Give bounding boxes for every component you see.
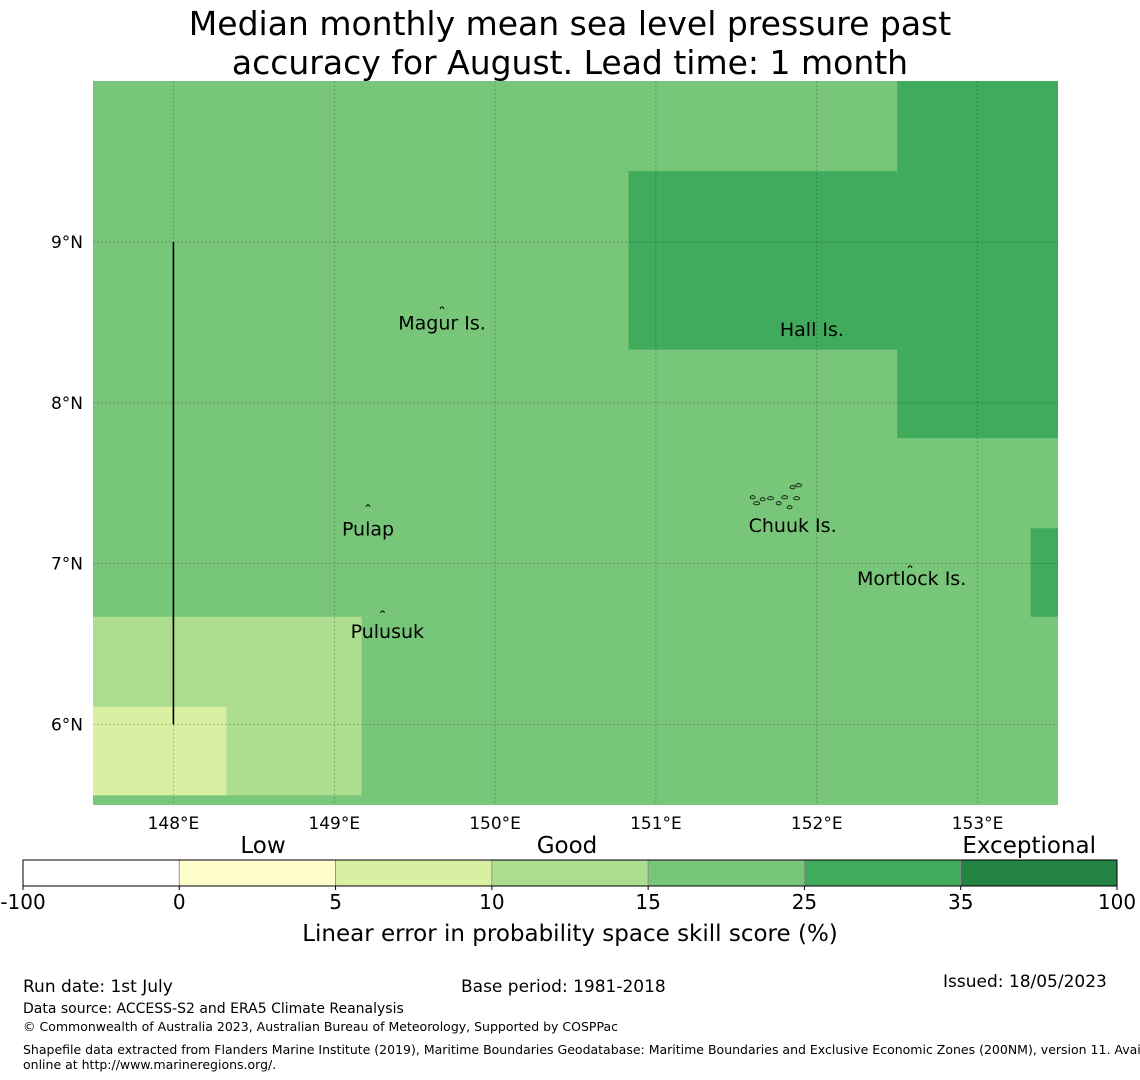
colorbar-segment [647, 859, 805, 887]
colorbar-qualitative-label: Good [537, 833, 598, 859]
island-outline [793, 496, 801, 501]
colorbar-segment [804, 859, 962, 887]
island-outline [767, 496, 775, 501]
shapefile-credit-line-2: online at http://www.marineregions.org/. [23, 1057, 277, 1072]
colorbar: -100 0 5 10 15 25 35 100 Low Good Exceptional Linea… [0, 833, 1136, 947]
colorbar-tick-label: 100 [1098, 890, 1136, 914]
y-tick-label: 7°N [51, 555, 83, 575]
data-source: Data source: ACCESS-S2 and ERA5 Climate … [23, 1001, 404, 1017]
island-outline [380, 610, 385, 614]
x-tick-label: 152°E [791, 814, 843, 834]
y-tick-label: 8°N [51, 394, 83, 414]
colorbar-segment [335, 859, 493, 887]
base-period: Base period: 1981-2018 [461, 977, 666, 997]
island-outline [789, 485, 796, 490]
colorbar-qualitative-label: Exceptional [962, 833, 1096, 859]
copyright-notice: © Commonwealth of Australia 2023, Austra… [23, 1019, 618, 1034]
island-outline [775, 501, 782, 506]
place-label: Magur Is. [398, 312, 486, 334]
colorbar-tick-label: 35 [948, 890, 973, 914]
skill-region-2 [1030, 528, 1058, 617]
place-label: Mortlock Is. [857, 568, 966, 590]
colorbar-axis-label: Linear error in probability space skill … [302, 921, 838, 947]
island-outline [907, 565, 913, 569]
island-outline [781, 495, 789, 500]
island-outline [749, 495, 756, 500]
skill-map-chart: 148°E 149°E 150°E 151°E 152°E 153°E 6°N 7°N 8°N 9… [0, 81, 1136, 947]
island-outline [795, 483, 803, 488]
colorbar-tick-label: 0 [173, 890, 186, 914]
colorbar-tick-label: -100 [0, 890, 45, 914]
colorbar-tick-label: 5 [329, 890, 342, 914]
shapefile-credit-line-1: Shapefile data extracted from Flanders M… [23, 1042, 1140, 1057]
y-tick-label: 6°N [51, 716, 83, 736]
run-date: Run date: 1st July [23, 977, 173, 997]
skill-region-1 [897, 81, 1058, 439]
colorbar-qualitative-label: Low [240, 833, 285, 859]
colorbar-tick-label: 15 [635, 890, 660, 914]
island-outline [786, 505, 793, 510]
chart-title: Median monthly mean sea level pressure p… [0, 4, 1140, 82]
place-label: Hall Is. [780, 319, 844, 341]
colorbar-segment [491, 859, 649, 887]
skill-region-0 [628, 171, 898, 350]
island-outline [365, 504, 371, 507]
x-tick-label: 148°E [148, 814, 200, 834]
colorbar-segment [22, 859, 180, 887]
island-outline [759, 497, 766, 502]
colorbar-tick-label: 25 [792, 890, 817, 914]
x-tick-label: 151°E [630, 814, 682, 834]
issued-date: Issued: 18/05/2023 [943, 972, 1107, 992]
colorbar-segment [178, 859, 336, 887]
place-label: Pulap [342, 518, 394, 540]
title-line-2: accuracy for August. Lead time: 1 month [231, 43, 909, 82]
x-tick-label: 150°E [469, 814, 521, 834]
island-outline [439, 306, 445, 310]
y-tick-label: 9°N [51, 233, 83, 253]
colorbar-tick-label: 10 [479, 890, 504, 914]
skill-region-4 [93, 706, 227, 796]
title-line-1: Median monthly mean sea level pressure p… [188, 4, 952, 43]
colorbar-frame [22, 859, 1118, 887]
x-tick-label: 153°E [952, 814, 1004, 834]
map-plot-area: 148°E 149°E 150°E 151°E 152°E 153°E 6°N 7°N 8°N 9… [51, 81, 1058, 834]
place-label: Pulusuk [351, 621, 424, 643]
colorbar-segment [960, 859, 1118, 887]
island-outline [753, 501, 761, 506]
place-label: Chuuk Is. [749, 515, 837, 537]
x-tick-label: 149°E [308, 814, 360, 834]
